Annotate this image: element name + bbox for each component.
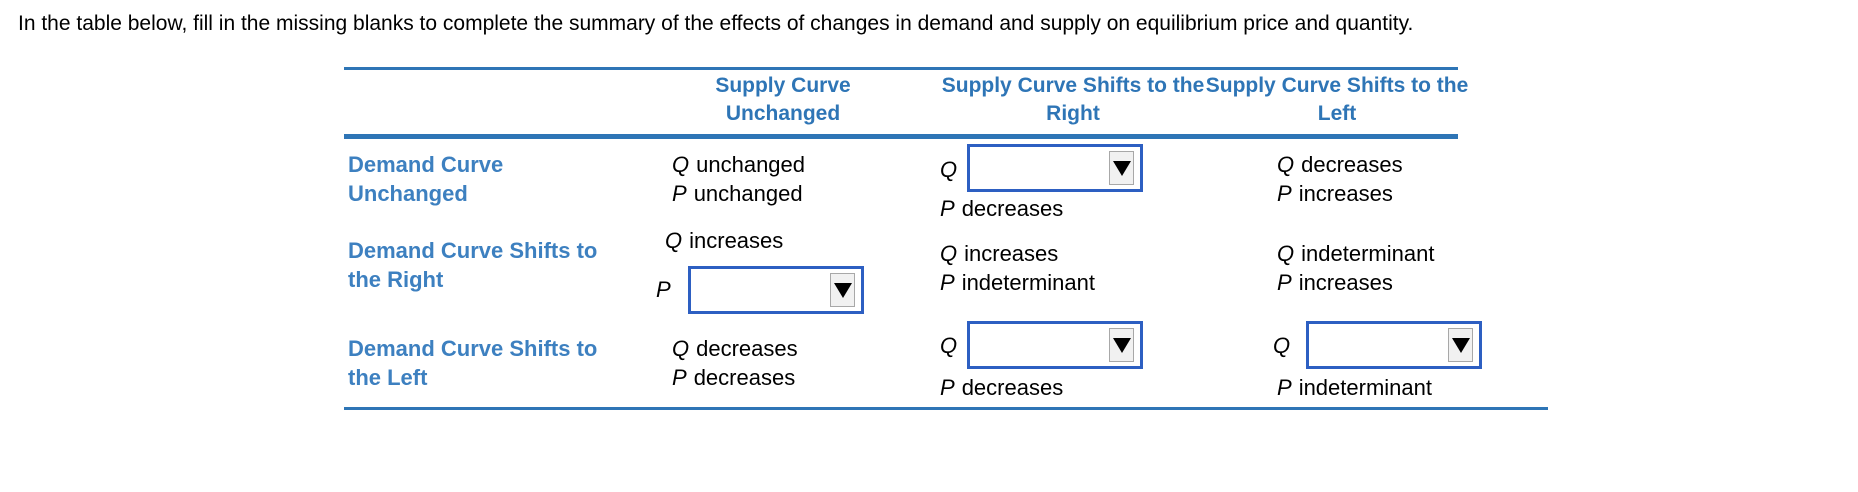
row-header-line: Demand Curve Shifts to bbox=[348, 336, 598, 361]
q-value: decreases bbox=[1301, 152, 1403, 177]
col-header-supply-right-line2: Right bbox=[1046, 102, 1100, 125]
q-value: unchanged bbox=[696, 152, 806, 177]
col-header-supply-left-line1: Supply Curve Shifts to the bbox=[1205, 74, 1469, 97]
p-value: decreases bbox=[961, 375, 1064, 400]
row-header-line: the Left bbox=[348, 365, 428, 390]
table-header-border bbox=[344, 134, 1458, 139]
row-header-demand-unchanged: Demand Curve Unchanged bbox=[348, 150, 503, 208]
col-header-supply-right-line1: Supply Curve Shifts to the bbox=[941, 74, 1205, 97]
q-value: decreases bbox=[696, 336, 798, 361]
q-dropdown-demand-unchanged-supply-right[interactable] bbox=[967, 144, 1143, 192]
p-dropdown-demand-right-supply-unchanged[interactable] bbox=[688, 266, 864, 314]
col-header-supply-unchanged-line1: Supply Curve bbox=[715, 74, 851, 97]
row-header-line: the Right bbox=[348, 267, 444, 292]
p-value: indeterminant bbox=[961, 270, 1095, 295]
q-label: Q bbox=[940, 241, 958, 266]
p-label: P bbox=[1277, 181, 1292, 206]
q-value: increases bbox=[689, 228, 784, 253]
p-value: decreases bbox=[693, 365, 796, 390]
q-label: Q bbox=[940, 333, 958, 358]
p-value: decreases bbox=[961, 196, 1064, 221]
p-value: increases bbox=[1298, 270, 1393, 295]
p-label: P bbox=[672, 181, 687, 206]
q-dropdown-demand-left-supply-left[interactable] bbox=[1306, 321, 1482, 369]
dropdown-arrow-button[interactable] bbox=[1448, 328, 1473, 362]
q-label: Q bbox=[1273, 333, 1291, 358]
q-label: Q bbox=[1277, 152, 1295, 177]
row-header-demand-left: Demand Curve Shifts to the Left bbox=[348, 334, 597, 392]
q-label: Q bbox=[665, 228, 683, 253]
row-header-demand-right: Demand Curve Shifts to the Right bbox=[348, 236, 597, 294]
p-label: P bbox=[1277, 375, 1292, 400]
chevron-down-icon bbox=[1112, 160, 1131, 176]
q-label: Q bbox=[672, 152, 690, 177]
chevron-down-icon bbox=[1451, 337, 1470, 353]
row-header-line: Demand Curve Shifts to bbox=[348, 238, 598, 263]
row-header-line: Demand Curve bbox=[348, 152, 504, 177]
p-label: P bbox=[940, 196, 955, 221]
col-header-supply-left-line2: Left bbox=[1317, 102, 1357, 125]
q-label: Q bbox=[1277, 241, 1295, 266]
q-value: indeterminant bbox=[1301, 241, 1435, 266]
instruction-text: In the table below, fill in the missing … bbox=[18, 12, 1414, 35]
p-label: P bbox=[672, 365, 687, 390]
p-label: P bbox=[656, 277, 671, 302]
p-label: P bbox=[940, 375, 955, 400]
q-dropdown-demand-left-supply-right[interactable] bbox=[967, 321, 1143, 369]
chevron-down-icon bbox=[833, 282, 852, 298]
q-label: Q bbox=[672, 336, 690, 361]
q-value: increases bbox=[964, 241, 1059, 266]
table-top-border bbox=[344, 67, 1458, 70]
p-value: indeterminant bbox=[1298, 375, 1432, 400]
table-bottom-border bbox=[344, 407, 1548, 410]
col-header-supply-unchanged-line2: Unchanged bbox=[725, 102, 841, 125]
p-label: P bbox=[1277, 270, 1292, 295]
row-header-line: Unchanged bbox=[348, 181, 468, 206]
dropdown-arrow-button[interactable] bbox=[1109, 328, 1134, 362]
dropdown-arrow-button[interactable] bbox=[1109, 151, 1134, 185]
p-value: increases bbox=[1298, 181, 1393, 206]
q-label: Q bbox=[940, 157, 958, 182]
p-value: unchanged bbox=[693, 181, 803, 206]
chevron-down-icon bbox=[1112, 337, 1131, 353]
dropdown-arrow-button[interactable] bbox=[830, 273, 855, 307]
p-label: P bbox=[940, 270, 955, 295]
